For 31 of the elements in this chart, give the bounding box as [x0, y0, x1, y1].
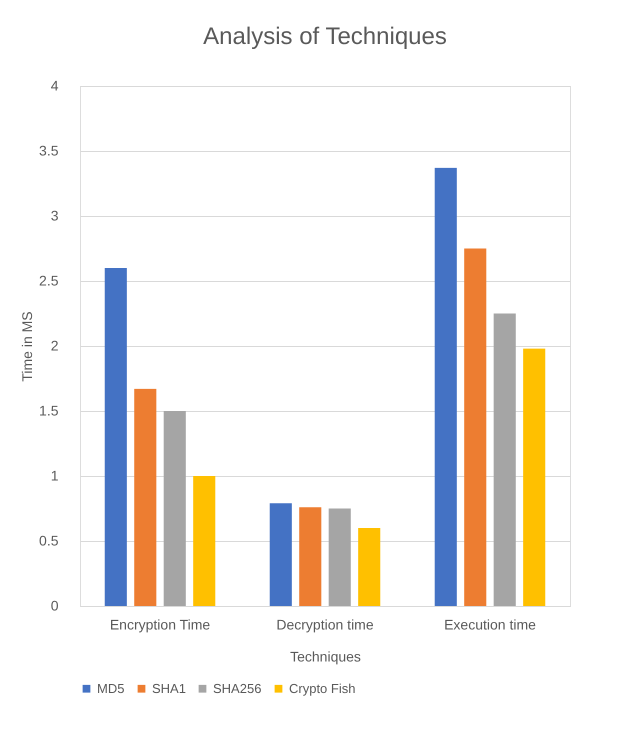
chart-title: Analysis of Techniques	[203, 23, 447, 50]
bar	[358, 528, 380, 606]
y-tick-label: 0	[50, 598, 59, 614]
y-tick-label: 0.5	[39, 532, 59, 548]
y-tick-label: 2.5	[39, 272, 59, 288]
bar	[134, 388, 156, 606]
bar	[494, 314, 516, 606]
y-tick-label: 3.5	[39, 142, 59, 158]
y-axis-title: Time in MS	[19, 311, 36, 382]
x-tick-label: Decryption time	[276, 616, 374, 632]
bar	[299, 507, 322, 606]
legend-label: MD5	[97, 680, 124, 696]
legend-label: SHA1	[152, 680, 186, 696]
bar	[523, 348, 546, 606]
bar	[164, 411, 186, 606]
y-tick-label: 1.5	[39, 402, 59, 418]
bar	[270, 503, 292, 606]
bar	[434, 168, 457, 606]
bar	[104, 268, 127, 606]
bar	[193, 476, 216, 606]
legend-label: SHA256	[213, 680, 262, 696]
x-axis-title: Techniques	[290, 648, 361, 664]
y-tick-label: 4	[50, 78, 59, 94]
legend-label: Crypto Fish	[289, 680, 356, 696]
y-tick-label: 2	[50, 338, 59, 354]
x-tick-label: Execution time	[444, 616, 536, 632]
bar	[328, 508, 351, 606]
x-tick-label: Encryption Time	[110, 616, 210, 632]
y-tick-label: 3	[50, 208, 59, 224]
bar	[464, 248, 486, 606]
y-tick-label: 1	[50, 468, 59, 484]
